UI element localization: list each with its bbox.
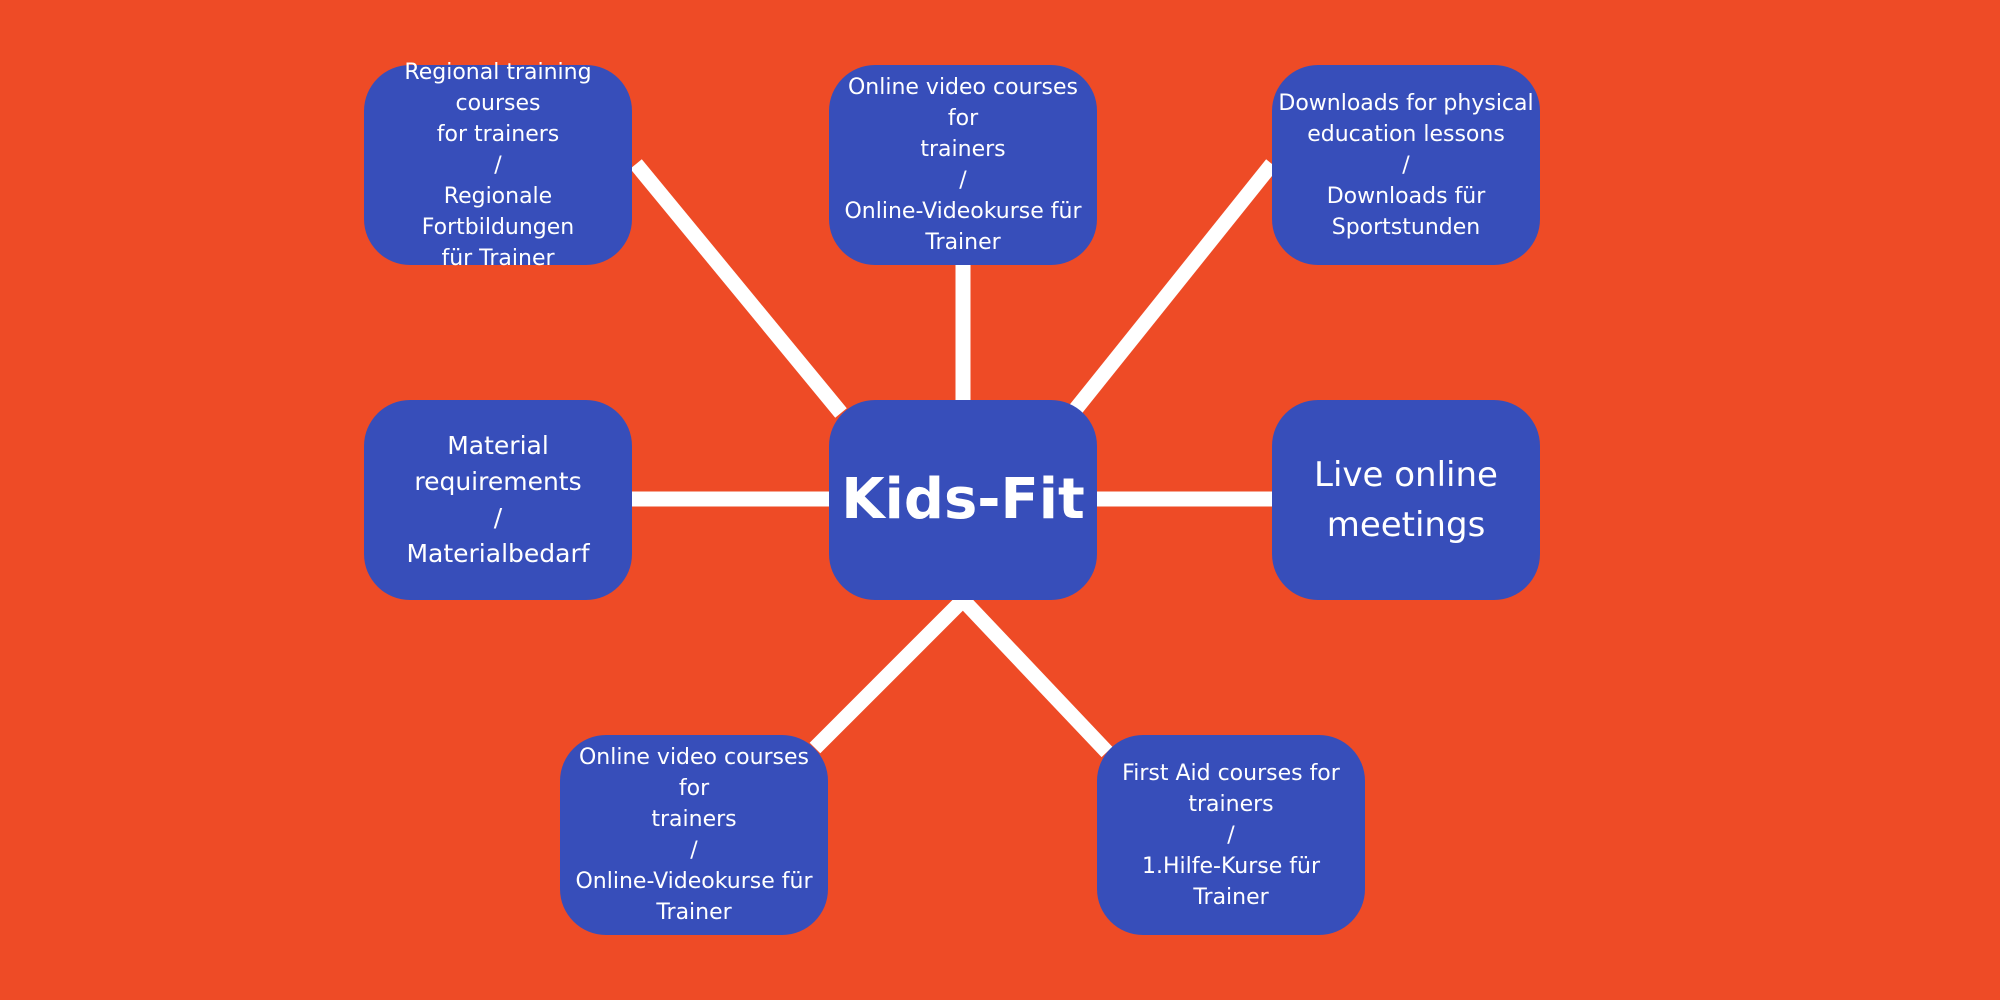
node-label: Material requirements / Materialbedarf xyxy=(406,431,590,568)
node-material-requirements: Material requirements / Materialbedarf xyxy=(364,400,632,600)
node-center-kids-fit: Kids-Fit xyxy=(829,400,1097,600)
connector-top-left xyxy=(630,159,847,418)
node-online-video-courses-bottom: Online video courses for trainers / Onli… xyxy=(560,735,828,935)
node-downloads-pe-lessons: Downloads for physical education lessons… xyxy=(1272,65,1540,265)
center-label: Kids-Fit xyxy=(841,467,1085,532)
node-label: Online video courses for trainers / Onli… xyxy=(575,745,813,925)
node-first-aid-courses: First Aid courses for trainers / 1.Hilfe… xyxy=(1097,735,1365,935)
node-label: Live online meetings xyxy=(1314,455,1498,545)
connector-bottom-left xyxy=(809,594,969,754)
connector-bottom-right xyxy=(957,594,1113,758)
connector-top-right xyxy=(1069,159,1278,415)
node-label: Online video courses for trainers / Onli… xyxy=(844,75,1082,255)
node-label: Downloads for physical education lessons… xyxy=(1278,90,1534,240)
node-live-online-meetings: Live online meetings xyxy=(1272,400,1540,600)
node-label: Regional training courses for trainers /… xyxy=(404,59,592,271)
node-label: First Aid courses for trainers / 1.Hilfe… xyxy=(1122,760,1340,910)
node-regional-training-courses: Regional training courses for trainers /… xyxy=(364,60,632,271)
node-online-video-courses-top: Online video courses for trainers / Onli… xyxy=(829,65,1097,265)
